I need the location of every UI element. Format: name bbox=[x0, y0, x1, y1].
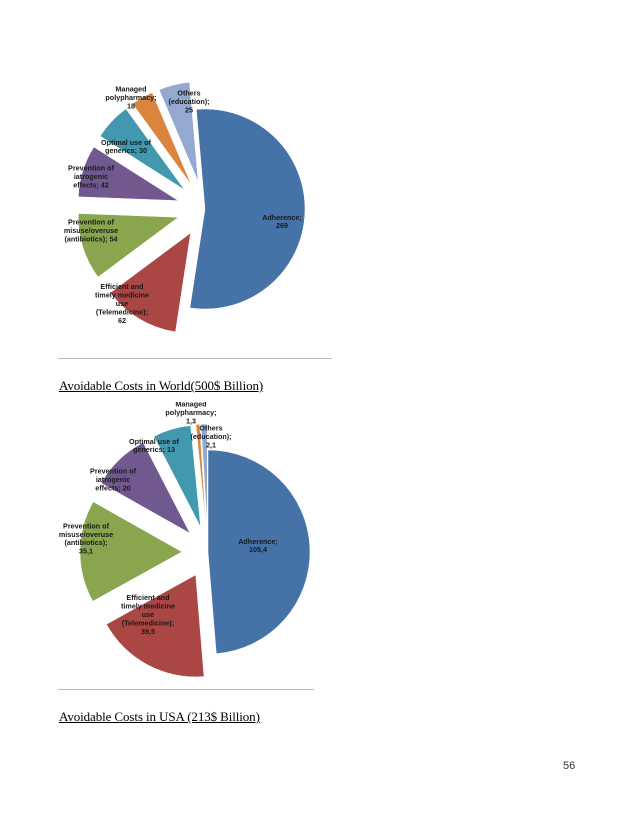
pie-slice-adherence bbox=[189, 108, 306, 310]
pie-slice-prevention-of-misuse-overuse-antibiotics bbox=[79, 501, 183, 602]
page-number: 56 bbox=[563, 760, 576, 772]
pie-slice-managed-polypharmacy bbox=[132, 92, 192, 185]
pie-chart-usa-svg: Adherence; 105,4 Efficient and timely medic… bbox=[59, 402, 311, 678]
pie-chart-world: Adherence; 269 Efficient and timely medicin… bbox=[0, 78, 638, 368]
slice-label-managed-polypharmacy: Managed polypharmacy; 1,3 bbox=[165, 402, 216, 425]
slice-label-prevention-of-iatrogenic-effects: Prevention of iatrogenic effects; 42 bbox=[68, 164, 115, 190]
slice-label-optimal-use-of-generics: Optimal use of generics; 13 bbox=[129, 437, 180, 454]
pie-chart-usa: Adherence; 105,4 Efficient and timely medic… bbox=[0, 402, 638, 697]
caption-world: Avoidable Costs in World(500$ Billion) bbox=[59, 378, 264, 393]
slice-label-efficient-and-timely-medicine-use-telemedicine: Efficient and timely medicine use (Telemedi… bbox=[121, 593, 175, 636]
caption-usa: Avoidable Costs in USA (213$ Billion) bbox=[59, 709, 260, 724]
slice-label-prevention-of-misuse-overuse-antibiotics: Prevention of misuse/overuse (antibiotics)… bbox=[59, 521, 113, 555]
pie-slice-prevention-of-iatrogenic-effects bbox=[100, 442, 191, 534]
slice-label-prevention-of-misuse-overuse-antibiotics: Prevention of misuse/overuse (antibiotics)… bbox=[64, 218, 118, 244]
slice-label-optimal-use-of-generics: Optimal use of generics; 30 bbox=[101, 138, 152, 155]
pie-slice-optimal-use-of-generics bbox=[153, 425, 201, 528]
pie-chart-world-svg: Adherence; 269 Efficient and timely medicin… bbox=[64, 81, 306, 333]
pie-slice-others-education bbox=[158, 81, 199, 182]
pie-slice-prevention-of-iatrogenic-effects bbox=[78, 146, 180, 201]
pie-slice-optimal-use-of-generics bbox=[99, 108, 185, 191]
slice-label-managed-polypharmacy: Managed polypharmacy; 18 bbox=[105, 85, 156, 111]
pie-slice-efficient-and-timely-medicine-use-telemedicine bbox=[106, 574, 205, 678]
pie-slice-prevention-of-misuse-overuse-antibiotics bbox=[78, 213, 179, 278]
pie-slice-managed-polypharmacy bbox=[195, 424, 207, 527]
slice-label-adherence: Adherence; 105,4 bbox=[238, 537, 278, 554]
slice-label-efficient-and-timely-medicine-use-telemedicine: Efficient and timely medicine use (Telemedi… bbox=[95, 282, 149, 325]
pie-slice-efficient-and-timely-medicine-use-telemedicine bbox=[110, 232, 191, 333]
slice-label-prevention-of-iatrogenic-effects: Prevention of iatrogenic effects; 20 bbox=[90, 467, 137, 493]
divider-world bbox=[58, 358, 332, 359]
slice-label-others-education: Others (education); 25 bbox=[168, 89, 209, 115]
slice-label-adherence: Adherence; 269 bbox=[262, 213, 302, 230]
slice-label-others-education: Others (education); 2,1 bbox=[190, 424, 231, 450]
divider-usa bbox=[58, 689, 314, 690]
pie-slice-others-education bbox=[200, 423, 208, 527]
pie-slice-adherence bbox=[207, 449, 311, 654]
